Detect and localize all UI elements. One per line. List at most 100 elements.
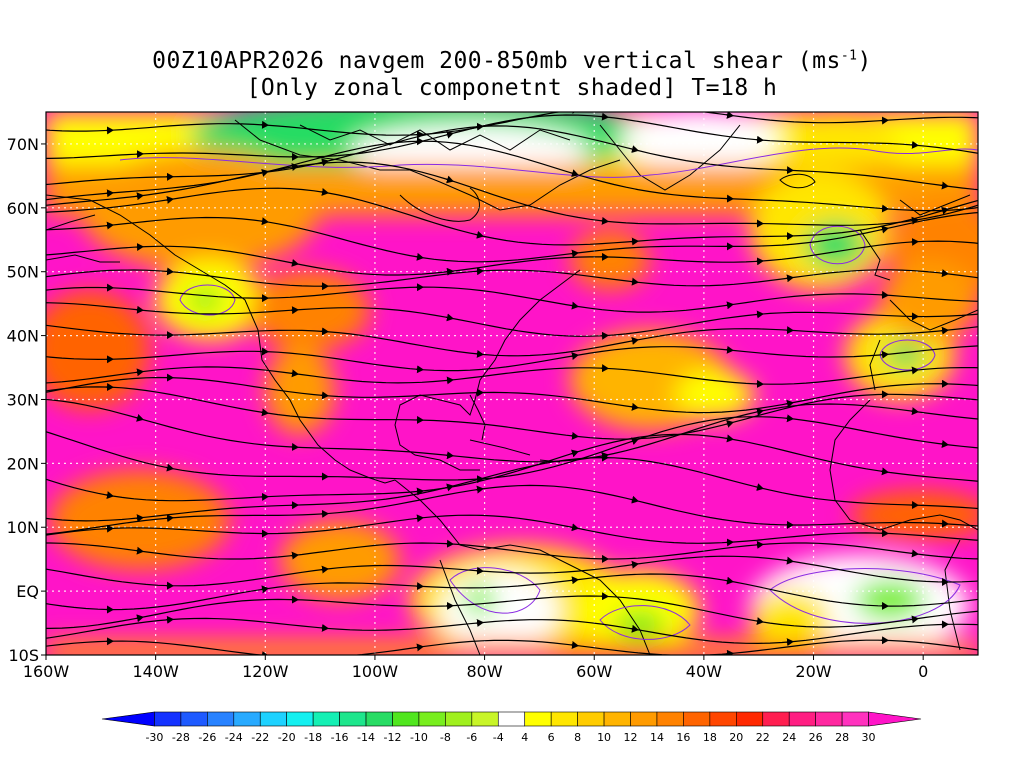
streamline-arrow	[910, 216, 919, 225]
colorbar-label: 20	[729, 731, 743, 744]
lon-tick-label: 60W	[576, 662, 612, 681]
streamline	[46, 269, 978, 287]
streamline-arrow	[940, 326, 949, 335]
streamline-arrow	[940, 181, 949, 190]
streamline-arrow	[630, 624, 639, 633]
colorbar-swatch	[788, 711, 816, 727]
map-plot-area	[46, 112, 978, 655]
streamline-arrow	[570, 523, 579, 532]
colorbar-swatch	[365, 711, 393, 727]
streamline-arrow	[105, 491, 114, 500]
streamline-arrow	[445, 483, 454, 492]
streamline-arrow	[630, 277, 639, 286]
streamline-arrow	[880, 225, 889, 234]
colorbar-label: -14	[357, 731, 375, 744]
colorbar-swatch	[815, 711, 843, 727]
lat-tick-label: 10S	[8, 646, 39, 665]
streamline-arrow	[445, 451, 454, 460]
colorbar-label: -24	[225, 731, 243, 744]
streamline-arrow	[910, 366, 919, 375]
lat-tick-label: 70N	[7, 135, 39, 154]
streamline-arrow	[135, 614, 144, 623]
streamline-arrow	[320, 158, 329, 167]
streamline-arrow	[570, 449, 579, 458]
streamline	[46, 416, 978, 481]
streamline-arrow	[475, 349, 484, 358]
streamline-arrow	[785, 274, 794, 283]
colorbar-label: -18	[304, 731, 322, 744]
streamline	[46, 161, 978, 226]
streamline	[46, 366, 978, 385]
streamline-arrow	[570, 249, 579, 258]
lat-tick-label: 20N	[7, 454, 39, 473]
streamline	[46, 240, 978, 276]
streamline-arrow	[105, 221, 114, 230]
map-frame	[45, 111, 979, 656]
streamline-arrow	[630, 560, 639, 569]
streamline-arrow	[475, 485, 484, 494]
streamline-arrow	[475, 619, 484, 627]
streamline	[46, 398, 978, 463]
colorbar-label: 10	[597, 731, 611, 744]
streamline	[46, 114, 978, 159]
streamline-arrow	[600, 112, 609, 121]
colorbar-swatch	[471, 711, 499, 727]
streamline-arrow	[725, 345, 734, 354]
streamline-arrow	[600, 216, 609, 225]
streamline	[46, 617, 978, 645]
colorbar-label: -28	[172, 731, 190, 744]
lon-tick-label: 140W	[132, 662, 179, 681]
colorbar-label: -12	[383, 731, 401, 744]
colorbar-label: -20	[278, 731, 296, 744]
streamline	[46, 639, 978, 655]
longitude-axis: 160W 140W 120W 100W 80W 60W 40W 20W 0	[23, 655, 928, 681]
colorbar-label: -4	[493, 731, 504, 744]
streamline-arrow	[570, 352, 579, 361]
colorbar-swatch	[841, 711, 869, 727]
lat-tick-label: 60N	[7, 199, 39, 218]
colorbar-label: -6	[466, 731, 477, 744]
streamline-arrow	[445, 313, 454, 322]
streamline-arrow	[135, 305, 144, 314]
coastlines	[46, 119, 978, 655]
lon-tick-label: 40W	[686, 662, 722, 681]
streamline-arrow	[475, 230, 484, 239]
colorbar-label: -30	[145, 731, 163, 744]
streamline-arrow	[785, 414, 794, 423]
streamline	[46, 386, 978, 440]
streamline-arrow	[755, 407, 764, 416]
streamline	[46, 125, 978, 191]
streamline-arrow	[785, 556, 794, 565]
streamline	[46, 212, 978, 263]
streamline-arrow	[755, 310, 764, 319]
streamline-arrow	[135, 368, 144, 377]
streamline-arrow	[725, 112, 734, 119]
streamline-arrow	[290, 551, 299, 560]
colorbar-swatch	[762, 711, 790, 727]
streamline	[46, 187, 978, 246]
streamline	[46, 456, 978, 522]
streamline	[46, 112, 978, 136]
streamline	[46, 433, 978, 502]
streamline-arrow	[630, 402, 639, 411]
streamline-arrow	[785, 399, 794, 408]
streamline	[46, 542, 978, 560]
streamline	[46, 484, 978, 535]
colorbar-label: 8	[574, 731, 581, 744]
streamline-arrow	[910, 407, 919, 416]
streamline-arrow	[445, 130, 454, 139]
streamline-arrow	[630, 337, 639, 345]
streamline	[46, 514, 978, 544]
colorbar-swatch	[445, 711, 473, 727]
colorbar-label: -16	[331, 731, 349, 744]
streamline	[46, 140, 978, 212]
colorbar-swatch	[259, 711, 287, 727]
streamline-arrow	[940, 206, 949, 215]
zero-contours	[119, 147, 978, 640]
streamline-arrow	[940, 440, 949, 448]
streamline-arrow	[725, 301, 734, 310]
streamline-arrow	[570, 641, 579, 649]
streamline-arrow	[630, 495, 639, 504]
colorbar-label: 26	[809, 731, 823, 744]
streamline-arrow	[415, 487, 424, 496]
